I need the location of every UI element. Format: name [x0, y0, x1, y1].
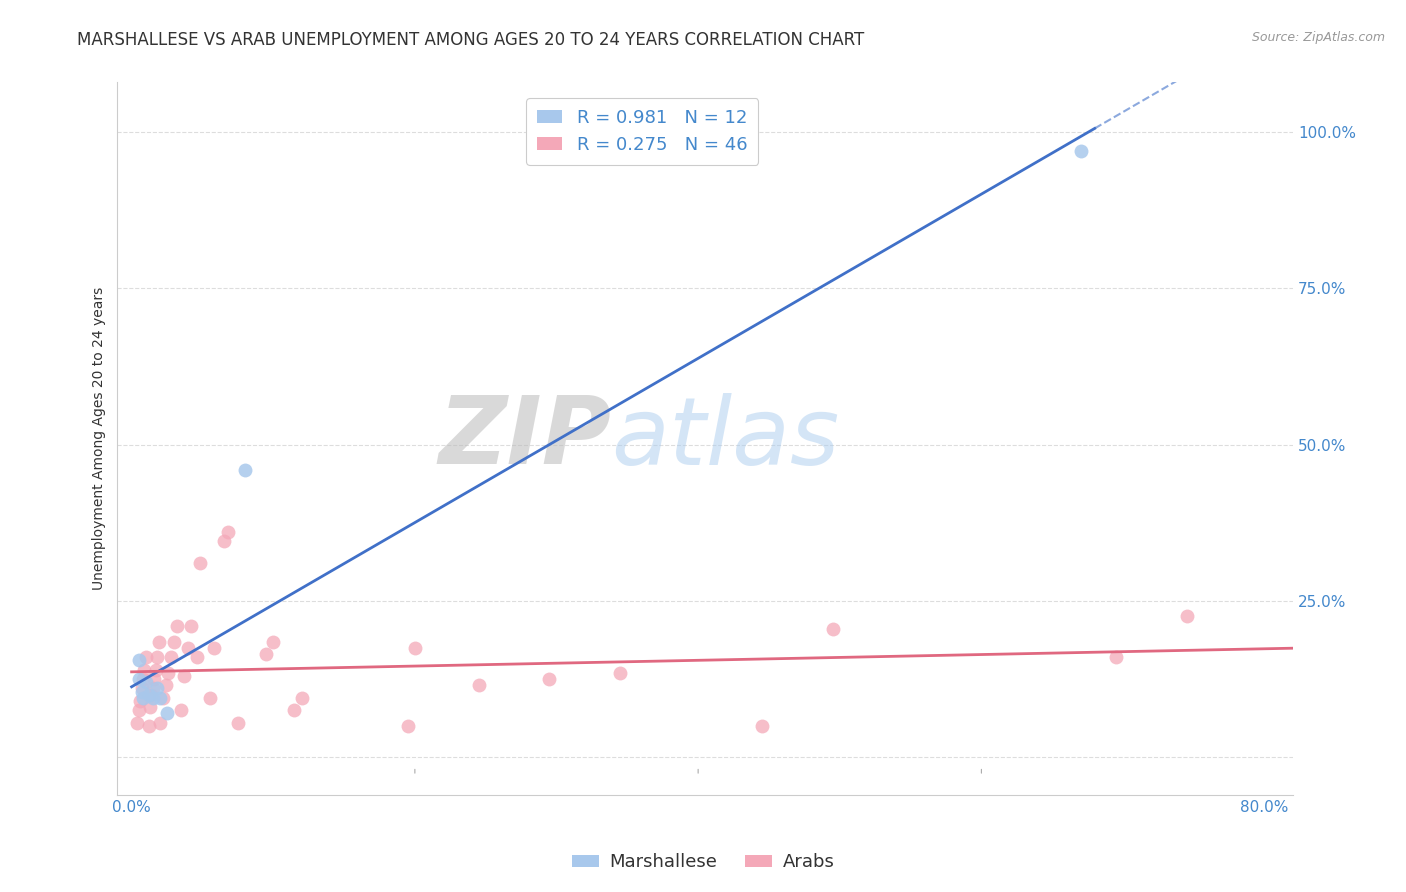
Point	[1070, 144, 1092, 158]
Point	[155, 678, 177, 692]
Point	[283, 703, 305, 717]
Point	[751, 719, 773, 733]
Point	[142, 681, 165, 696]
Text: atlas: atlas	[612, 392, 839, 483]
Point	[132, 672, 155, 686]
Point	[217, 525, 239, 540]
Point	[1105, 650, 1128, 665]
Point	[146, 681, 169, 696]
Point	[396, 719, 419, 733]
Point	[226, 715, 249, 730]
Point	[138, 719, 160, 733]
Point	[139, 700, 162, 714]
Point	[538, 672, 561, 686]
Point	[141, 688, 163, 702]
Point	[160, 650, 183, 665]
Point	[134, 663, 156, 677]
Point	[290, 690, 312, 705]
Point	[467, 678, 489, 692]
Text: Source: ZipAtlas.com: Source: ZipAtlas.com	[1251, 31, 1385, 45]
Point	[127, 715, 149, 730]
Point	[1175, 609, 1198, 624]
Y-axis label: Unemployment Among Ages 20 to 24 years: Unemployment Among Ages 20 to 24 years	[93, 286, 107, 590]
Point	[152, 690, 174, 705]
Point	[163, 634, 186, 648]
Point	[198, 690, 221, 705]
Point	[145, 663, 167, 677]
Point	[131, 684, 153, 698]
Point	[173, 669, 195, 683]
Point	[233, 462, 256, 476]
Point	[131, 681, 153, 696]
Point	[186, 650, 208, 665]
Point	[149, 690, 172, 705]
Point	[128, 703, 150, 717]
Point	[135, 650, 157, 665]
Point	[143, 672, 166, 686]
Point	[180, 619, 202, 633]
Point	[156, 706, 179, 721]
Point	[188, 557, 211, 571]
Point	[170, 703, 193, 717]
Point	[135, 675, 157, 690]
Point	[609, 665, 631, 680]
Point	[821, 622, 844, 636]
Point	[128, 653, 150, 667]
Legend: Marshallese, Arabs: Marshallese, Arabs	[564, 847, 842, 879]
Point	[146, 650, 169, 665]
Point	[142, 690, 165, 705]
Point	[138, 688, 160, 702]
Point	[166, 619, 188, 633]
Point	[148, 634, 170, 648]
Point	[254, 647, 277, 661]
Point	[404, 640, 426, 655]
Point	[212, 534, 235, 549]
Point	[177, 640, 200, 655]
Point	[149, 715, 172, 730]
Point	[129, 694, 152, 708]
Text: MARSHALLESE VS ARAB UNEMPLOYMENT AMONG AGES 20 TO 24 YEARS CORRELATION CHART: MARSHALLESE VS ARAB UNEMPLOYMENT AMONG A…	[77, 31, 865, 49]
Point	[128, 672, 150, 686]
Text: ZIP: ZIP	[439, 392, 612, 484]
Point	[202, 640, 225, 655]
Point	[132, 690, 155, 705]
Point	[262, 634, 284, 648]
Legend: R = 0.981   N = 12, R = 0.275   N = 46: R = 0.981 N = 12, R = 0.275 N = 46	[526, 98, 758, 165]
Point	[157, 665, 180, 680]
